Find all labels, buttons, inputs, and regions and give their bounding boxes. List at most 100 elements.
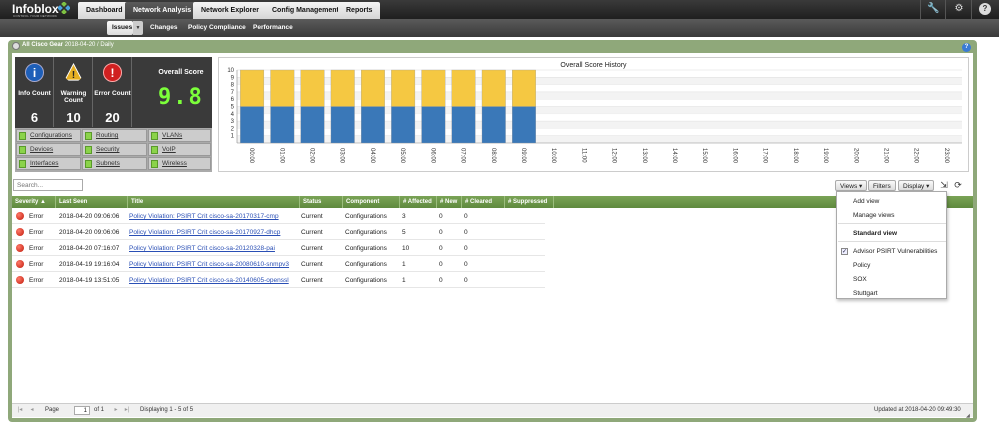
category-routing[interactable]: Routing (82, 129, 147, 142)
category-interfaces[interactable]: Interfaces (16, 157, 81, 170)
cell-cleared: 0 (464, 245, 468, 252)
y-tick-label: 9 (231, 75, 235, 81)
category-devices[interactable]: Devices (16, 143, 81, 156)
grid-band (237, 77, 962, 85)
page-label: Page (45, 407, 60, 413)
bar-segment (300, 106, 325, 144)
col-severity[interactable]: Severity ▲ (12, 196, 56, 208)
error-status-icon (16, 276, 24, 284)
category-voip[interactable]: VoIP (148, 143, 211, 156)
bar-segment (300, 69, 325, 107)
x-tick-label: 12:00 (611, 148, 617, 164)
category-configurations[interactable]: Configurations (16, 129, 81, 142)
category-vlans[interactable]: VLANs (148, 129, 211, 142)
table-row[interactable]: Error 2018-04-19 13:51:05 Policy Violation… (12, 273, 545, 288)
refresh-icon[interactable]: ⟳ (954, 180, 962, 190)
category-subnets[interactable]: Subnets (82, 157, 147, 170)
col-new[interactable]: # New (437, 196, 462, 208)
cell-component: Configurations (345, 229, 387, 236)
prev-page-icon[interactable]: ◂ (30, 407, 34, 413)
nav-tab-network-analysis[interactable]: Network Analysis (125, 2, 200, 19)
bar-segment (421, 106, 446, 144)
info-count-tile[interactable]: i Info Count 6 (15, 57, 54, 127)
bar-segment (330, 106, 355, 144)
col-suppressed[interactable]: # Suppressed (505, 196, 554, 208)
panel-gear-icon[interactable] (12, 42, 20, 50)
col-last-seen[interactable]: Last Seen (56, 196, 128, 208)
cell-affected: 1 (402, 261, 406, 268)
error-count-tile[interactable]: ! Error Count 20 (93, 57, 132, 127)
cell-title[interactable]: Policy Violation: PSIRT Crit cisco-sa-20… (129, 229, 281, 236)
panel-help-icon[interactable]: ? (962, 43, 971, 52)
nav-tab-config-management[interactable]: Config Management (264, 2, 347, 19)
brand-tagline: CONTROL YOUR NETWORK (13, 14, 58, 18)
menu-view-sox[interactable]: SOX (853, 276, 867, 283)
x-tick-label: 18:00 (792, 148, 798, 164)
nav-divider (971, 0, 972, 19)
table-row[interactable]: Error 2018-04-20 07:16:07 Policy Violation… (12, 241, 545, 256)
cell-status: Current (301, 245, 323, 252)
menu-standard-view[interactable]: Standard view (853, 230, 898, 237)
resize-handle-icon[interactable]: ◢ (966, 413, 970, 419)
col-status[interactable]: Status (300, 196, 343, 208)
category-wireless[interactable]: Wireless (148, 157, 211, 170)
page-total: of 1 (94, 407, 105, 413)
brand-logo[interactable]: Infoblox (12, 2, 59, 16)
checkbox-checked-icon[interactable]: ✓ (841, 248, 848, 255)
nav-tab-reports[interactable]: Reports (338, 2, 381, 19)
subtab-performance[interactable]: Performance (253, 24, 293, 31)
col-title[interactable]: Title (128, 196, 300, 208)
cell-new: 0 (439, 245, 443, 252)
cell-cleared: 0 (464, 229, 468, 236)
cell-title[interactable]: Policy Violation: PSIRT Crit cisco-sa-20… (129, 245, 275, 252)
category-grid: Configurations Routing VLANs Devices Sec… (15, 128, 212, 172)
next-page-icon[interactable]: ▸ (114, 407, 118, 413)
page-number-input[interactable]: 1 (74, 406, 90, 415)
menu-view-policy[interactable]: Policy (853, 262, 871, 269)
warning-count-tile[interactable]: ! Warning Count 10 (54, 57, 93, 127)
display-button[interactable]: Display ▾ (898, 180, 935, 191)
menu-manage-views[interactable]: Manage views (853, 212, 895, 219)
col-component[interactable]: Component (343, 196, 400, 208)
subtab-issues[interactable]: Issues (107, 21, 133, 35)
cell-title[interactable]: Policy Violation: PSIRT Crit cisco-sa-20… (129, 213, 279, 220)
subtab-policy-compliance[interactable]: Policy Compliance (188, 24, 246, 31)
cell-new: 0 (439, 261, 443, 268)
overall-score-tile[interactable]: Overall Score 9.8 (150, 57, 212, 127)
menu-add-view[interactable]: Add view (853, 198, 880, 205)
help-icon[interactable]: ? (979, 3, 991, 15)
warning-count-label: Warning Count (60, 90, 87, 104)
col-affected[interactable]: # Affected (400, 196, 437, 208)
cell-title[interactable]: Policy Violation: PSIRT Crit cisco-sa-20… (129, 261, 290, 268)
cell-severity: Error (29, 213, 44, 220)
y-tick-label: 6 (231, 97, 235, 103)
nav-tab-network-explorer[interactable]: Network Explorer (193, 2, 267, 19)
table-row[interactable]: Error 2018-04-19 19:16:04 Policy Violation… (12, 257, 545, 272)
bar-segment (270, 106, 295, 144)
last-page-icon[interactable]: ▸| (124, 407, 130, 413)
sub-nav-bar: Issues ▼ Changes Policy Compliance Perfo… (0, 19, 999, 37)
filters-button[interactable]: Filters (868, 180, 896, 191)
cell-last-seen: 2018-04-19 19:16:04 (59, 261, 120, 268)
col-cleared[interactable]: # Cleared (462, 196, 505, 208)
subtab-changes[interactable]: Changes (150, 24, 178, 31)
chevron-down-icon[interactable]: ▼ (133, 21, 143, 35)
gear-icon[interactable]: ⚙ (954, 3, 964, 14)
cell-title[interactable]: Policy Violation: PSIRT Crit cisco-sa-20… (129, 277, 289, 284)
export-icon[interactable]: ⇲ (940, 180, 948, 190)
views-button[interactable]: Views ▾ (835, 180, 868, 191)
menu-view-advisor[interactable]: Advisor PSIRT Vulnerabilities (853, 248, 938, 255)
overall-score-value: 9.8 (158, 85, 204, 110)
category-security[interactable]: Security (82, 143, 147, 156)
search-input[interactable] (13, 179, 83, 191)
table-row[interactable]: Error 2018-04-20 09:06:06 Policy Violation… (12, 209, 545, 224)
cell-affected: 5 (402, 229, 406, 236)
first-page-icon[interactable]: |◂ (17, 407, 23, 413)
menu-view-stuttgart[interactable]: Stuttgart (853, 290, 878, 297)
y-tick-label: 7 (231, 90, 235, 96)
nav-tab-dashboard[interactable]: Dashboard (78, 2, 131, 19)
displaying-count: Displaying 1 - 5 of 5 (140, 407, 194, 413)
table-row[interactable]: Error 2018-04-20 09:06:06 Policy Violation… (12, 225, 545, 240)
x-tick-label: 19:00 (822, 148, 828, 164)
wrench-icon[interactable]: 🔧 (927, 3, 940, 14)
